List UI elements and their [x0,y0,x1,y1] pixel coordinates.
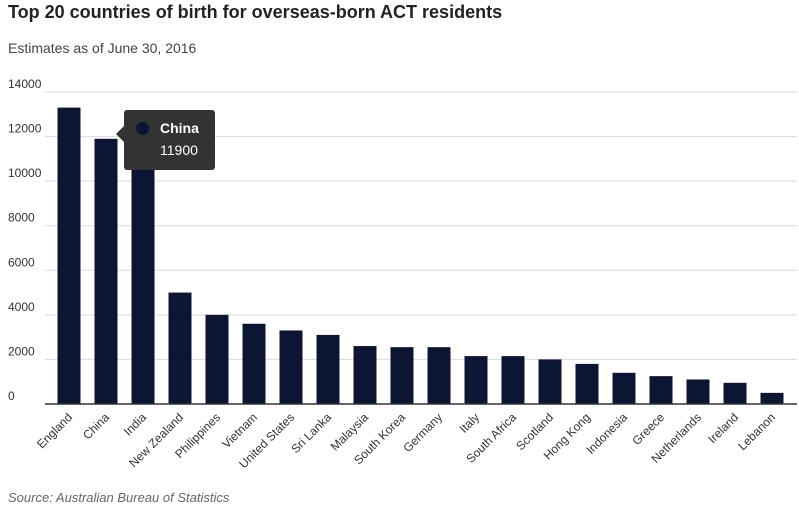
x-tick-label: Sri Lanka [288,410,334,456]
bar-england[interactable] [57,107,81,404]
x-tick-label: Germany [400,410,445,455]
bar-lebanon[interactable] [760,392,784,404]
y-tick-label: 12000 [8,122,42,136]
y-tick-label: 0 [8,389,15,403]
chart-subtitle: Estimates as of June 30, 2016 [8,40,197,56]
x-tick-label: Indonesia [583,410,630,457]
y-tick-label: 8000 [8,211,35,225]
y-tick-label: 14000 [8,77,42,91]
x-tick-label: Ireland [705,410,741,446]
bar-hong-kong[interactable] [575,363,599,404]
chart-title: Top 20 countries of birth for overseas-b… [8,2,503,22]
tooltip-value: 11900 [160,142,198,158]
tooltip-category: China [160,120,199,136]
bar-new-zealand[interactable] [168,292,192,404]
bar-greece[interactable] [649,376,673,404]
y-tick-label: 2000 [8,344,35,358]
bars [57,107,784,405]
tooltip-arrow [116,126,124,142]
bar-indonesia[interactable] [612,372,636,404]
bar-netherlands[interactable] [686,379,710,404]
bar-philippines[interactable] [205,314,229,404]
bar-ireland[interactable] [723,382,747,404]
bar-united-states[interactable] [279,330,303,404]
x-tick-label: England [34,410,75,451]
bar-malaysia[interactable] [353,346,377,404]
y-tick-label: 4000 [8,300,35,314]
x-tick-label: China [80,410,112,442]
bar-india[interactable] [131,163,155,404]
bar-sri-lanka[interactable] [316,334,340,404]
bar-china[interactable] [94,138,118,405]
x-tick-label: Lebanon [735,410,778,453]
bar-scotland[interactable] [538,359,562,404]
chart-source: Source: Australian Bureau of Statistics [8,490,230,505]
bar-vietnam[interactable] [242,323,266,404]
x-tick-label: India [121,410,150,439]
bar-south-africa[interactable] [501,356,525,404]
tooltip: China 11900 [116,110,215,170]
tooltip-series-dot [136,122,149,135]
x-tick-label: Italy [457,410,482,435]
bar-south-korea[interactable] [390,347,414,404]
y-tick-label: 6000 [8,255,35,269]
y-axis-ticks: 0 2000 4000 6000 8000 10000 12000 14000 [8,77,42,403]
bar-chart: 0 2000 4000 6000 8000 10000 12000 14000 England… [8,77,797,471]
y-tick-label: 10000 [8,166,42,180]
bar-italy[interactable] [464,356,488,404]
bar-germany[interactable] [427,347,451,404]
